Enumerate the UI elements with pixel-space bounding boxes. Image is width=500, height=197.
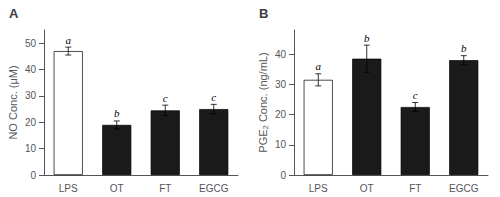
svg-text:10: 10	[275, 139, 287, 150]
svg-text:A: A	[9, 6, 19, 21]
svg-text:b: b	[114, 107, 120, 119]
svg-text:c: c	[413, 89, 418, 101]
svg-text:B: B	[259, 6, 268, 21]
svg-text:20: 20	[275, 109, 287, 120]
svg-text:40: 40	[25, 64, 37, 75]
svg-text:10: 10	[25, 143, 37, 154]
svg-text:FT: FT	[409, 183, 421, 194]
svg-text:FT: FT	[159, 183, 171, 194]
svg-text:0: 0	[30, 170, 36, 181]
svg-text:OT: OT	[360, 183, 374, 194]
svg-text:c: c	[163, 92, 168, 104]
svg-text:LPS: LPS	[309, 183, 328, 194]
svg-text:PGE₂ Conc. (ng/mL): PGE₂ Conc. (ng/mL)	[257, 52, 269, 152]
svg-text:EGCG: EGCG	[199, 183, 229, 194]
svg-text:b: b	[364, 32, 370, 44]
svg-text:30: 30	[25, 90, 37, 101]
svg-text:20: 20	[25, 117, 37, 128]
svg-text:c: c	[211, 91, 216, 103]
svg-text:30: 30	[275, 79, 287, 90]
svg-text:LPS: LPS	[59, 183, 78, 194]
svg-text:50: 50	[25, 38, 37, 49]
svg-text:a: a	[66, 34, 72, 46]
svg-text:b: b	[461, 42, 467, 54]
svg-text:a: a	[316, 60, 322, 72]
svg-text:OT: OT	[110, 183, 124, 194]
svg-text:0: 0	[280, 170, 286, 181]
svg-text:40: 40	[275, 49, 287, 60]
svg-text:NO Conc. (μM): NO Conc. (μM)	[7, 65, 19, 139]
svg-text:EGCG: EGCG	[449, 183, 479, 194]
